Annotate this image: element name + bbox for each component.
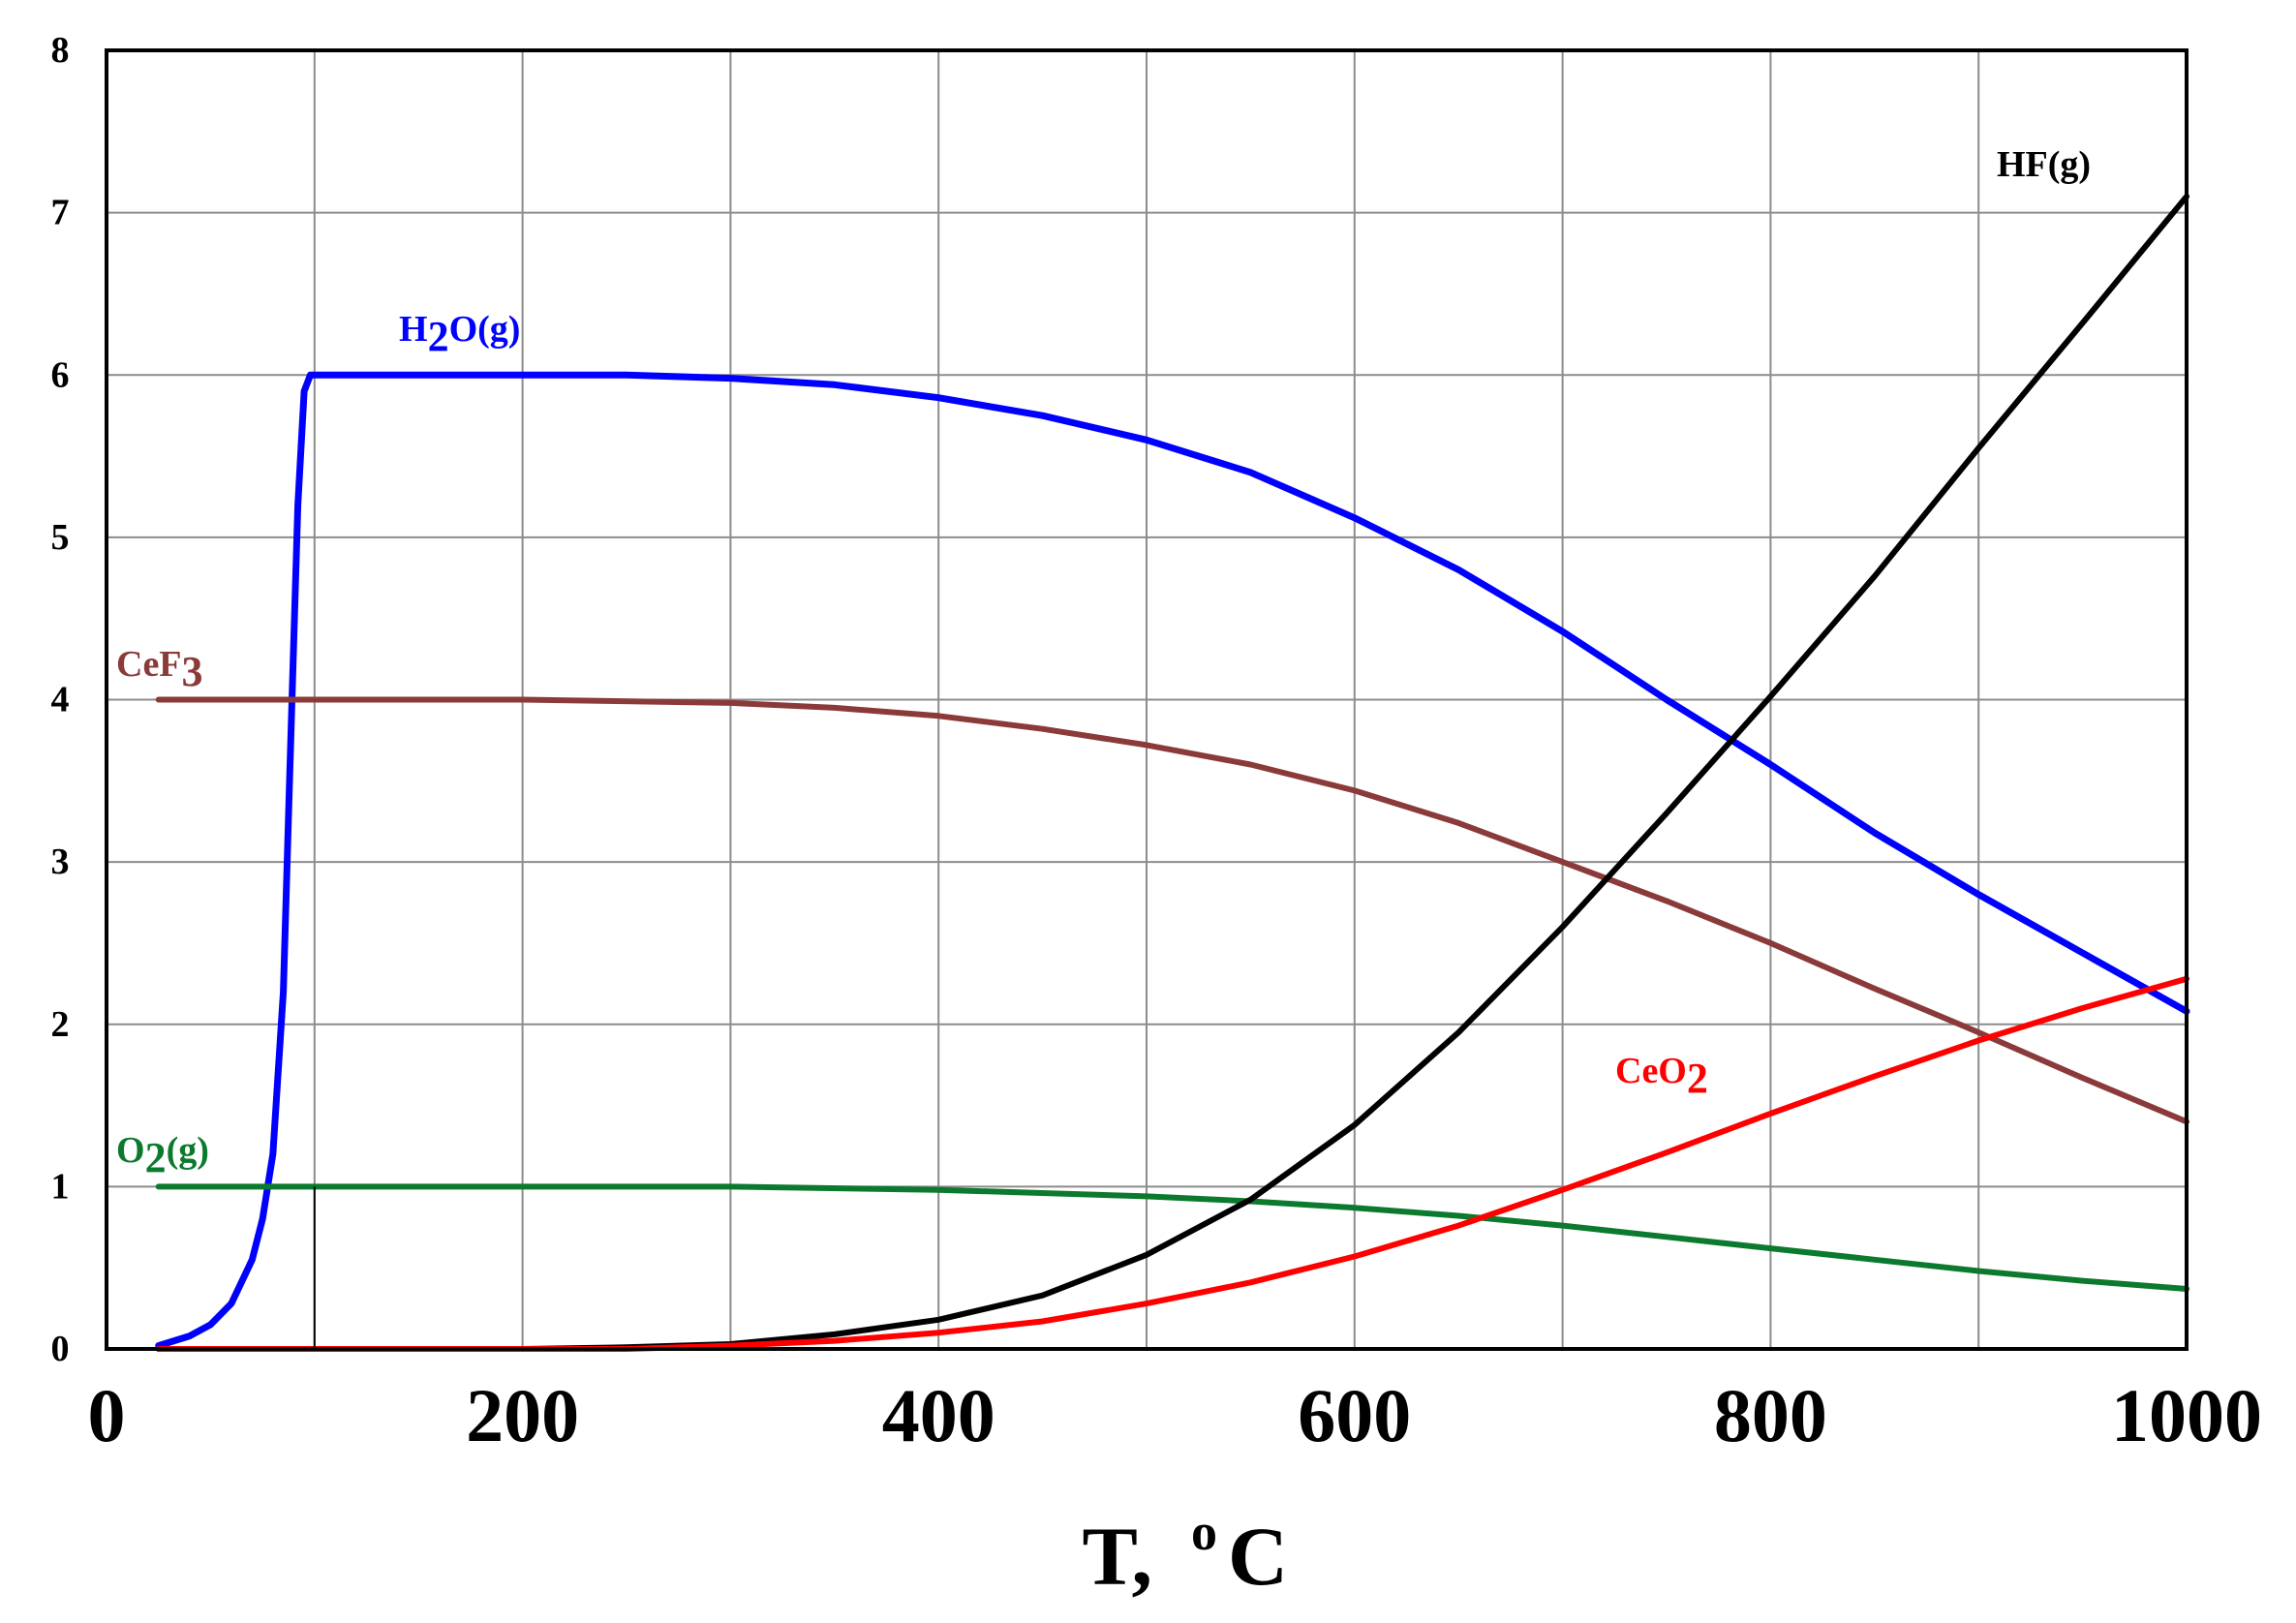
y-tick-label: 7: [51, 193, 70, 233]
x-axis-unit: C: [1228, 1510, 1288, 1603]
series-label-ceo2: CeO2: [1615, 1051, 1708, 1102]
plot-border: [105, 48, 2189, 1351]
x-tick-label: 800: [1714, 1373, 1827, 1457]
x-axis-unit-superscript: o: [1191, 1503, 1217, 1561]
y-tick-label: 0: [51, 1329, 70, 1369]
x-tick-label: 600: [1298, 1373, 1411, 1457]
y-tick-label: 6: [51, 354, 70, 395]
series-label-h2og: H2O(g): [399, 309, 520, 360]
series-line-hfg: [155, 193, 2189, 1352]
x-tick-label: 1000: [2111, 1373, 2262, 1457]
series-lines: [155, 193, 2190, 1352]
y-tick-label: 8: [51, 30, 70, 71]
y-tick-label: 3: [51, 842, 70, 882]
series-line-h2og: [155, 371, 2190, 1350]
series-line-cef3: [155, 696, 2189, 1125]
series-label-cef3: CeF3: [116, 644, 203, 695]
x-tick-label: 0: [88, 1373, 126, 1457]
x-axis-label: T,: [1083, 1510, 1152, 1603]
y-tick-label: 2: [51, 1004, 70, 1045]
series-labels: H2O(g) CeF3 O2(g) HF(g) CeO2: [116, 144, 2091, 1181]
x-tick-label: 200: [466, 1373, 579, 1457]
x-tick-label: 400: [882, 1373, 995, 1457]
series-label-o2g: O2(g): [116, 1130, 209, 1181]
grid-lines: [107, 50, 2187, 1349]
plot-frame: [105, 48, 2189, 1351]
series-line-o2g: [155, 1183, 2189, 1292]
tick-labels: 0 200 400 600 800 1000 0 1 2 3 4 5 6 7 8: [51, 30, 2263, 1457]
y-tick-label: 4: [51, 680, 70, 720]
y-tick-label: 1: [51, 1166, 70, 1207]
series-label-hfg: HF(g): [1997, 144, 2091, 185]
y-tick-label: 5: [51, 517, 70, 558]
series-line-ceo2: [155, 975, 2189, 1352]
